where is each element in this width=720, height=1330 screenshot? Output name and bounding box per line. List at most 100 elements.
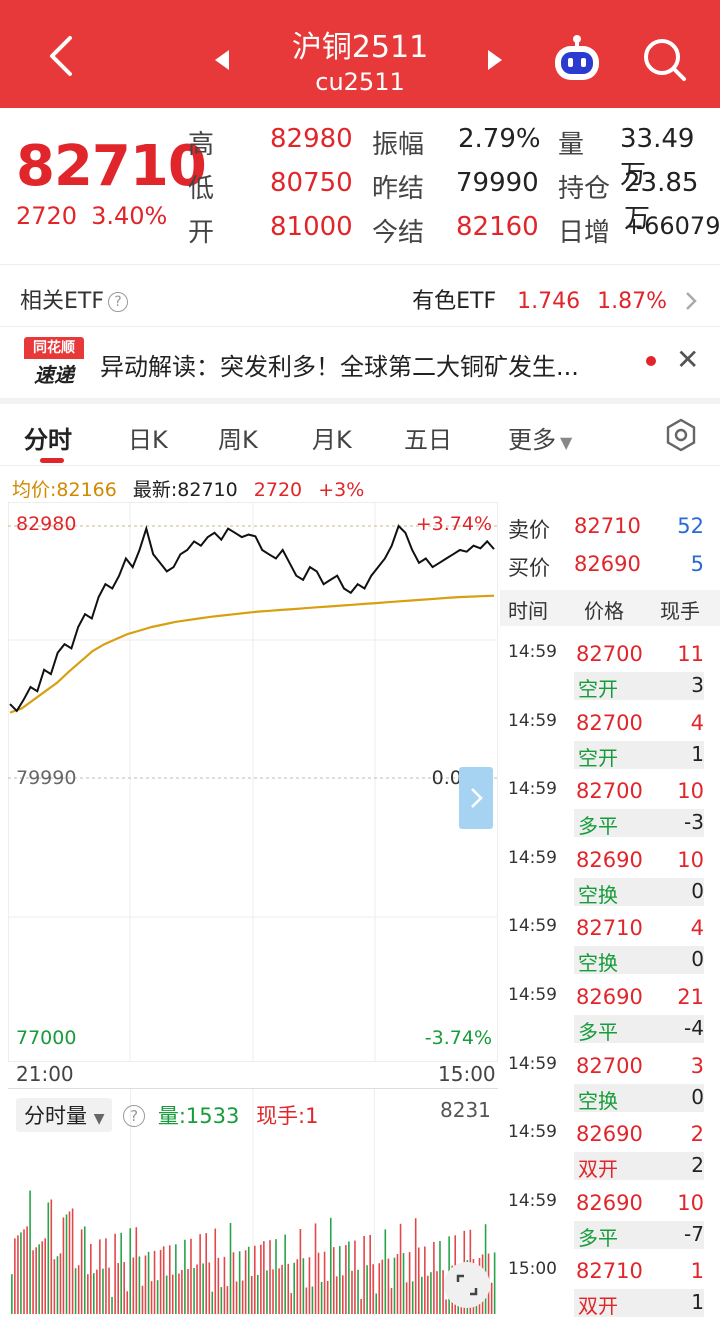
tab-weekly-k[interactable]: 周K: [218, 426, 258, 454]
volume-bar: [229, 1223, 232, 1315]
volume-bar: [38, 1244, 40, 1315]
related-etf-label: 相关ETF: [20, 289, 104, 314]
search-icon[interactable]: [641, 36, 687, 82]
tick-price: 82710: [576, 1259, 643, 1284]
tick-type-band: [574, 877, 704, 906]
tick-row: 14:59 82710 4 空换 0: [500, 916, 720, 985]
volume-bar: [490, 1282, 493, 1315]
volume-bar: [123, 1262, 125, 1315]
unread-dot-icon: [646, 356, 656, 366]
volume-bar: [238, 1251, 241, 1315]
help-icon[interactable]: ?: [108, 292, 128, 312]
volume-bar: [326, 1280, 329, 1315]
volume-bar: [278, 1268, 280, 1315]
volume-bar: [253, 1245, 256, 1315]
volume-bar: [405, 1282, 408, 1315]
volume-bar: [308, 1257, 311, 1315]
close-icon[interactable]: ✕: [676, 343, 700, 376]
prev-contract-icon[interactable]: [213, 48, 231, 72]
tab-five-day[interactable]: 五日: [404, 426, 452, 454]
tick-type: 双开: [578, 1157, 618, 1182]
volume-bar: [484, 1224, 487, 1315]
tick-row: 14:59 82700 4 空开 1: [500, 711, 720, 780]
tick-row: 14:59 82690 2 双开 2: [500, 1122, 720, 1191]
y-label-bottom: 77000: [16, 1027, 76, 1049]
robot-assistant-icon[interactable]: [551, 34, 603, 82]
volume-bar: [144, 1255, 147, 1315]
volume-bar: [211, 1291, 214, 1315]
chart-tabs: 分时 日K 周K 月K 五日 更多 ▼: [0, 404, 720, 466]
help-icon[interactable]: ?: [123, 1105, 146, 1127]
settings-hexagon-icon[interactable]: [664, 418, 698, 452]
volume-bar: [436, 1271, 438, 1315]
volume-bar: [235, 1281, 238, 1315]
tick-oi-change: 0: [691, 1084, 704, 1109]
tick-type: 多平: [578, 1225, 618, 1250]
volume-bar: [29, 1190, 31, 1315]
volume-bar: [357, 1269, 359, 1315]
tick-volume: 10: [677, 779, 704, 804]
volume-bar: [323, 1251, 326, 1315]
tab-daily-k[interactable]: 日K: [128, 426, 168, 454]
tab-monthly-k[interactable]: 月K: [312, 426, 352, 454]
volume-bar: [171, 1274, 174, 1315]
volume-bar: [439, 1240, 441, 1315]
etf-price: 1.746: [517, 289, 581, 314]
volume-bar: [74, 1268, 77, 1315]
volume-bar: [339, 1246, 341, 1315]
volume-bar: [35, 1247, 37, 1315]
volume-bar: [62, 1217, 65, 1315]
volume-bar: [11, 1274, 13, 1315]
page-title: 沪铜2511: [291, 30, 429, 65]
volume-bar: [417, 1247, 420, 1315]
open-value: 81000: [270, 212, 353, 242]
volume-bar: [205, 1233, 208, 1315]
volume-bar: [366, 1265, 368, 1315]
volume-bar: [47, 1202, 50, 1315]
tick-row: 14:59 82690 10 多平 -7: [500, 1191, 720, 1260]
volume-bar: [387, 1258, 390, 1315]
news-headline[interactable]: 异动解读：突发利多！全球第二大铜矿发生...: [100, 353, 579, 381]
intraday-price-chart[interactable]: 82980 79990 77000 +3.74% 0.00% -3.74%: [8, 502, 498, 1062]
volume-bar: [175, 1244, 177, 1315]
amplitude-label: 振幅: [372, 130, 425, 160]
tick-row: 14:59 82690 10 空换 0: [500, 848, 720, 917]
settle-value: 82160: [456, 212, 539, 242]
volume-bar: [80, 1229, 83, 1315]
volume-indicator-dropdown[interactable]: 分时量 ▼: [16, 1098, 113, 1132]
prev-settle-label: 昨结: [372, 174, 425, 204]
volume-bar: [372, 1264, 374, 1315]
low-label: 低: [188, 174, 215, 204]
avg-price-series-line: [9, 594, 495, 714]
tick-volume: 4: [690, 710, 704, 735]
y-label-mid: 79990: [16, 767, 76, 789]
tick-time: 14:59: [508, 985, 557, 1005]
expand-panel-handle[interactable]: [459, 767, 493, 829]
next-contract-icon[interactable]: [486, 48, 504, 72]
tick-time: 15:00: [508, 1259, 557, 1280]
tick-price: 82700: [576, 710, 643, 735]
volume-bar: [378, 1263, 381, 1315]
volume-bar: [178, 1273, 180, 1315]
volume-bar: [56, 1256, 59, 1315]
volume-bar: [290, 1293, 293, 1315]
volume-bar: [442, 1270, 444, 1315]
volume-bar: [345, 1245, 347, 1315]
tick-oi-change: -7: [684, 1221, 704, 1246]
news-banner[interactable]: 同花顺 速递 异动解读：突发利多！全球第二大铜矿发生... ✕: [0, 326, 720, 398]
related-etf-row[interactable]: 相关ETF? 有色ETF 1.746 1.87%: [0, 264, 720, 326]
fullscreen-button[interactable]: [444, 1262, 490, 1308]
volume-bar: [269, 1240, 271, 1315]
volume-bar: [71, 1208, 74, 1315]
volume-bar: [411, 1281, 414, 1315]
tick-row: 14:59 82690 21 多平 -4: [500, 985, 720, 1054]
tab-more[interactable]: 更多 ▼: [508, 426, 573, 454]
volume-bar: [199, 1234, 201, 1315]
volume-bar: [114, 1233, 116, 1315]
amplitude-value: 2.79%: [458, 124, 541, 154]
tab-intraday[interactable]: 分时: [24, 426, 72, 454]
back-arrow-icon[interactable]: [40, 34, 84, 78]
volume-bar: [311, 1286, 314, 1315]
x-label-start: 21:00: [16, 1062, 74, 1086]
volume-hand: 现手:1: [256, 1104, 319, 1128]
